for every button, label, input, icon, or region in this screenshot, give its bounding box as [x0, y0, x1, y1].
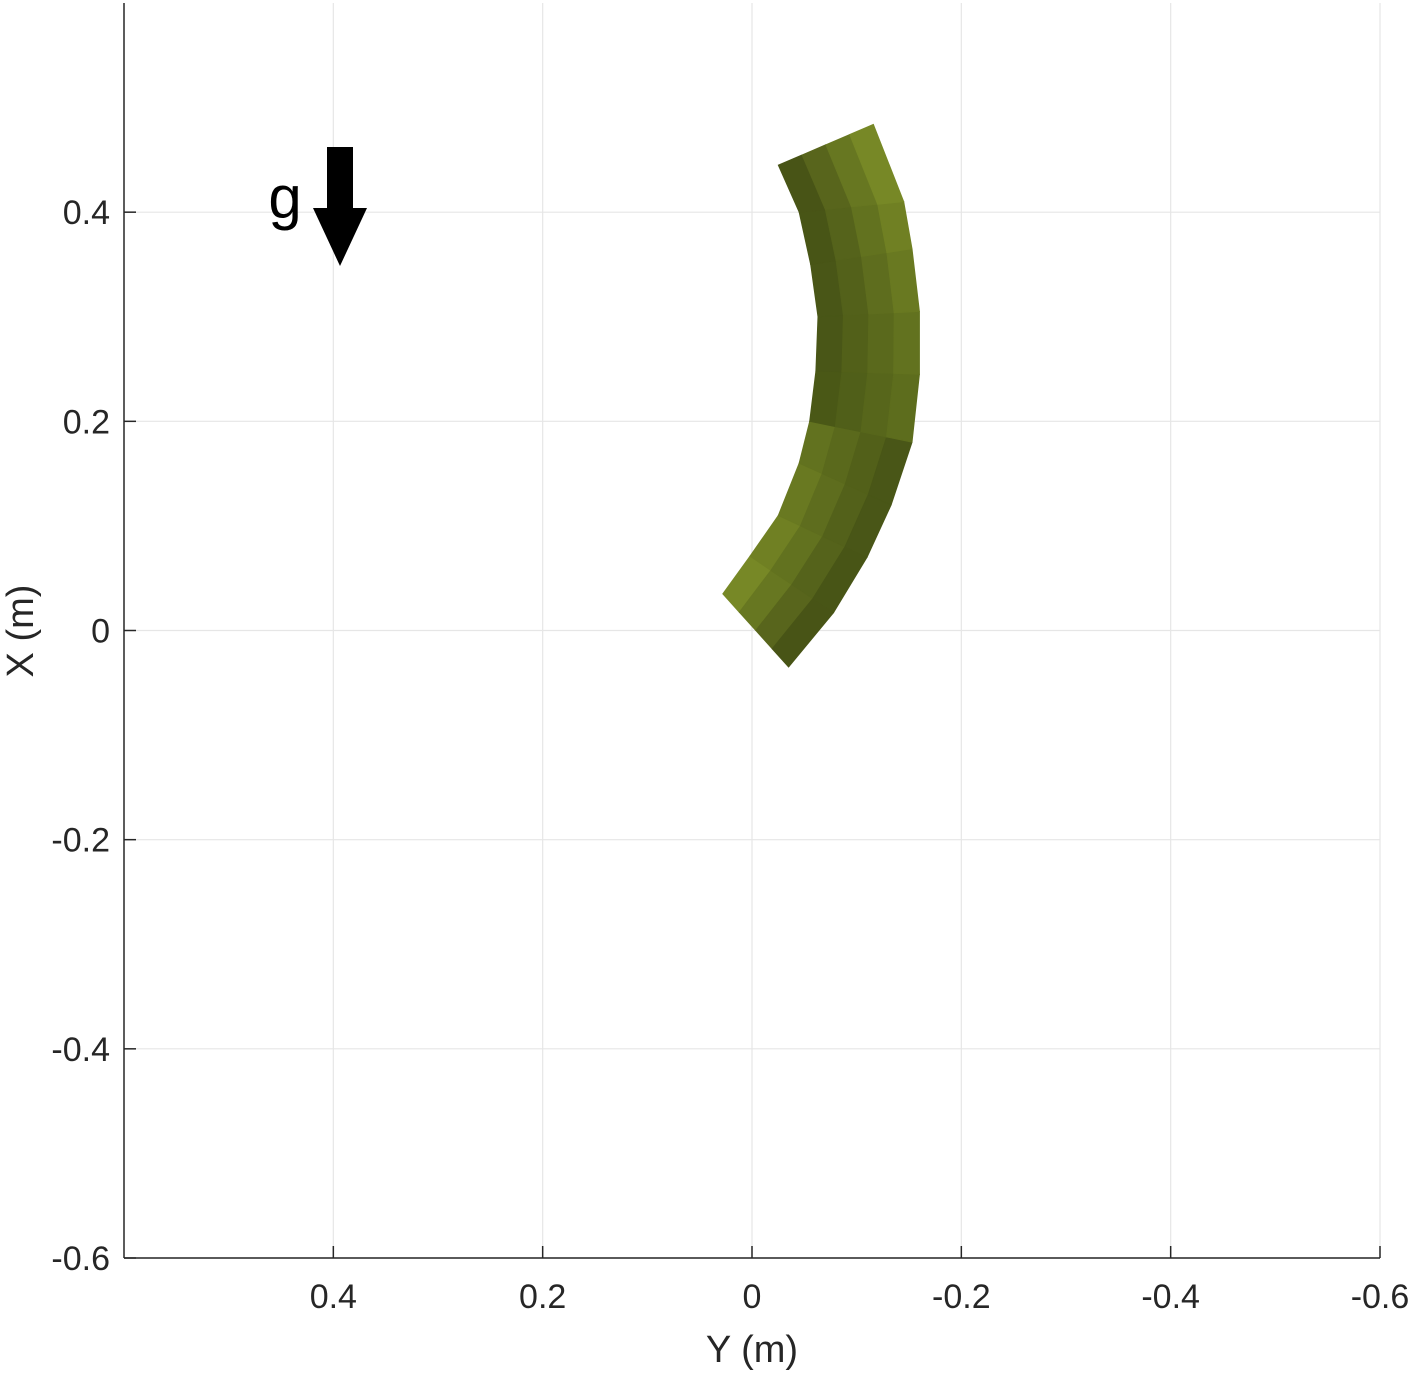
x-tick-labels: 0.4 0.2 0 -0.2 -0.4 -0.6 — [310, 1278, 1410, 1316]
continuum-body — [722, 123, 920, 668]
x-tick-label: -0.2 — [932, 1278, 991, 1316]
y-tick-label: -0.2 — [51, 822, 110, 860]
body-patch — [841, 313, 870, 374]
gravity-arrow-icon — [313, 147, 367, 266]
y-tick-label: 0.2 — [63, 403, 110, 441]
y-tick-label: 0 — [91, 613, 110, 651]
gravity-label: g — [268, 164, 301, 231]
x-tick-label: 0 — [743, 1278, 762, 1316]
y-tick-label: -0.4 — [51, 1031, 110, 1069]
y-tick-labels: 0.4 0.2 0 -0.2 -0.4 -0.6 — [51, 194, 110, 1278]
x-tick-label: -0.4 — [1141, 1278, 1200, 1316]
x-tick-label: 0.4 — [310, 1278, 357, 1316]
y-tick-label: -0.6 — [51, 1240, 110, 1278]
body-patch — [893, 311, 920, 375]
x-tick-label: 0.2 — [519, 1278, 566, 1316]
x-tick-label: -0.6 — [1351, 1278, 1410, 1316]
y-tick-label: 0.4 — [63, 194, 110, 232]
grid — [124, 3, 1381, 1259]
y-axis-label: X (m) — [0, 585, 42, 678]
body-patch — [849, 123, 905, 205]
body-patch — [867, 312, 895, 374]
body-patch — [815, 314, 844, 373]
gravity-annotation: g — [268, 147, 367, 266]
axes — [123, 3, 1381, 1259]
x-axis-label: Y (m) — [706, 1329, 798, 1371]
